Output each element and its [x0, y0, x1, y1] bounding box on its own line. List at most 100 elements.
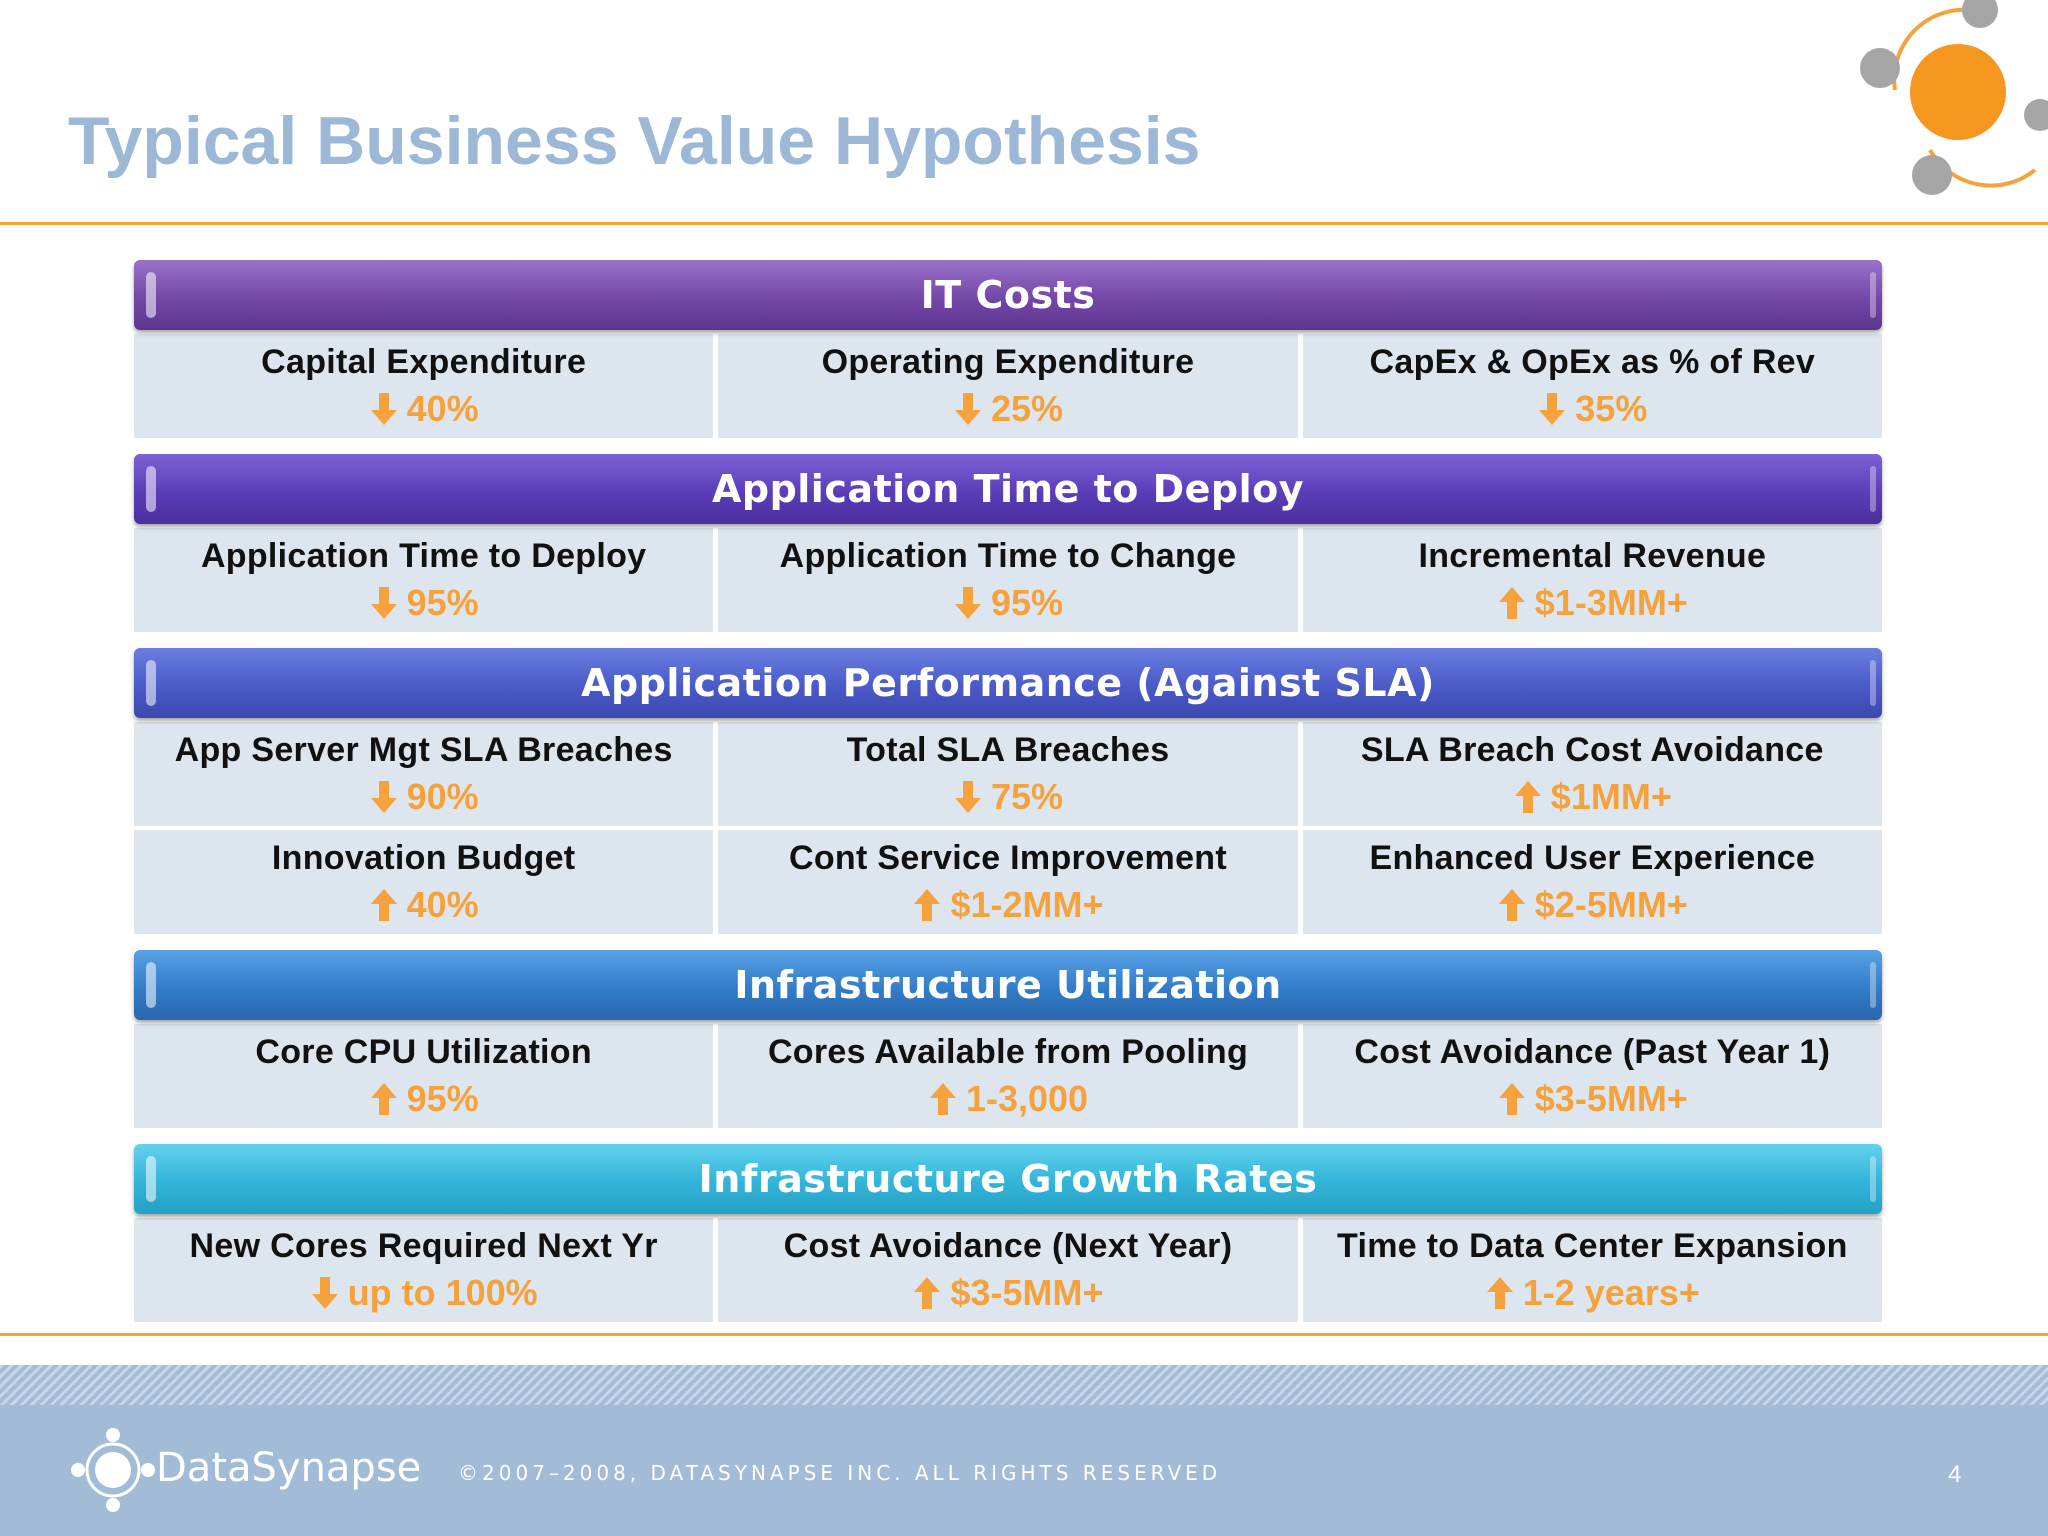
metric-cell: Cost Avoidance (Next Year) $3-5MM+ — [718, 1218, 1298, 1322]
brand-name: DataSynapse — [156, 1445, 422, 1491]
metric-value: $3-5MM+ — [912, 1272, 1104, 1314]
arrow-up-icon — [914, 1276, 941, 1309]
metric-cell: Application Time to Change 95% — [718, 528, 1298, 632]
datasynapse-logo-icon — [71, 1428, 155, 1512]
section-title: Infrastructure Growth Rates — [698, 1157, 1318, 1201]
metric-cell: App Server Mgt SLA Breaches 90% — [134, 722, 714, 826]
section-infra-growth: Infrastructure Growth Rates New Cores Re… — [134, 1144, 1882, 1322]
metric-cell: Enhanced User Experience $2-5MM+ — [1302, 830, 1882, 934]
metric-value: $1MM+ — [1513, 776, 1672, 818]
metric-label: Cost Avoidance (Next Year) — [783, 1226, 1233, 1265]
metric-label: Incremental Revenue — [1418, 536, 1767, 575]
metric-row: Capital Expenditure 40% Operating Expend… — [134, 334, 1882, 438]
metric-value: 95% — [369, 1078, 479, 1120]
metric-row: Core CPU Utilization 95% Cores Available… — [134, 1024, 1882, 1128]
section-header: Infrastructure Growth Rates — [134, 1144, 1882, 1214]
section-infra-utilization: Infrastructure Utilization Core CPU Util… — [134, 950, 1882, 1128]
metric-value: 35% — [1537, 388, 1647, 430]
metric-row: Application Time to Deploy 95% Applicati… — [134, 528, 1882, 632]
arrow-down-icon — [370, 586, 397, 619]
page-number: 4 — [1948, 1461, 1962, 1488]
bottom-divider — [0, 1333, 2048, 1336]
metric-label: Innovation Budget — [271, 838, 576, 877]
metric-label: Application Time to Deploy — [200, 536, 647, 575]
metric-value: 95% — [369, 582, 479, 624]
metric-cell: New Cores Required Next Yr up to 100% — [134, 1218, 714, 1322]
arrow-up-icon — [1498, 1082, 1525, 1115]
arrow-up-icon — [1486, 1276, 1513, 1309]
metric-cell: Cont Service Improvement $1-2MM+ — [718, 830, 1298, 934]
footer-pattern — [0, 1365, 2048, 1405]
metric-cell: Innovation Budget 40% — [134, 830, 714, 934]
metric-label: Capital Expenditure — [261, 342, 587, 381]
metric-value: 40% — [369, 388, 479, 430]
metric-label: SLA Breach Cost Avoidance — [1360, 730, 1824, 769]
arrow-up-icon — [1498, 586, 1525, 619]
section-title: Application Time to Deploy — [711, 467, 1305, 511]
arrow-down-icon — [1539, 392, 1566, 425]
metric-row: App Server Mgt SLA Breaches 90% Total SL… — [134, 722, 1882, 826]
metric-label: Time to Data Center Expansion — [1337, 1226, 1848, 1265]
metric-cell: SLA Breach Cost Avoidance $1MM+ — [1302, 722, 1882, 826]
metric-cell: Operating Expenditure 25% — [718, 334, 1298, 438]
metric-row: Innovation Budget 40% Cont Service Impro… — [134, 830, 1882, 934]
arrow-up-icon — [1514, 780, 1541, 813]
slide-title: Typical Business Value Hypothesis — [68, 103, 1201, 179]
arrow-up-icon — [914, 888, 941, 921]
copyright-notice: ©2007–2008, DATASYNAPSE INC. ALL RIGHTS … — [458, 1461, 1222, 1485]
metric-label: New Cores Required Next Yr — [189, 1226, 658, 1265]
arrow-down-icon — [954, 780, 981, 813]
metric-label: Enhanced User Experience — [1369, 838, 1816, 877]
sun-logo-icon — [1860, 0, 2048, 195]
metric-value: $1-3MM+ — [1497, 582, 1688, 624]
arrow-up-icon — [929, 1082, 956, 1115]
top-divider — [0, 222, 2048, 225]
arrow-down-icon — [311, 1276, 338, 1309]
metric-value: 95% — [953, 582, 1063, 624]
metric-label: Total SLA Breaches — [846, 730, 1170, 769]
arrow-up-icon — [370, 888, 397, 921]
metric-value: $3-5MM+ — [1497, 1078, 1688, 1120]
section-title: Application Performance (Against SLA) — [581, 661, 1435, 705]
metric-value: 40% — [369, 884, 479, 926]
metric-value: 25% — [953, 388, 1063, 430]
metric-value: $1-2MM+ — [912, 884, 1104, 926]
metric-cell: Total SLA Breaches 75% — [718, 722, 1298, 826]
metric-cell: Cores Available from Pooling 1-3,000 — [718, 1024, 1298, 1128]
metric-label: Cost Avoidance (Past Year 1) — [1354, 1032, 1831, 1071]
arrow-down-icon — [954, 392, 981, 425]
metric-label: Cont Service Improvement — [788, 838, 1227, 877]
arrow-up-icon — [1498, 888, 1525, 921]
metric-cell: Application Time to Deploy 95% — [134, 528, 714, 632]
metric-cell: CapEx & OpEx as % of Rev 35% — [1302, 334, 1882, 438]
metric-cell: Incremental Revenue $1-3MM+ — [1302, 528, 1882, 632]
metric-label: Core CPU Utilization — [255, 1032, 592, 1071]
section-title: IT Costs — [920, 273, 1096, 317]
section-header: IT Costs — [134, 260, 1882, 330]
arrow-down-icon — [370, 780, 397, 813]
section-it-costs: IT Costs Capital Expenditure 40% Operati… — [134, 260, 1882, 438]
footer: DataSynapse ©2007–2008, DATASYNAPSE INC.… — [0, 1365, 2048, 1536]
metric-cell: Capital Expenditure 40% — [134, 334, 714, 438]
arrow-down-icon — [370, 392, 397, 425]
section-header: Infrastructure Utilization — [134, 950, 1882, 1020]
section-header: Application Performance (Against SLA) — [134, 648, 1882, 718]
section-title: Infrastructure Utilization — [734, 963, 1282, 1007]
metric-label: App Server Mgt SLA Breaches — [174, 730, 673, 769]
arrow-down-icon — [954, 586, 981, 619]
metric-value: 1-3,000 — [928, 1078, 1088, 1120]
metric-value: 75% — [953, 776, 1063, 818]
metric-cell: Core CPU Utilization 95% — [134, 1024, 714, 1128]
metric-label: Operating Expenditure — [821, 342, 1195, 381]
metric-label: Cores Available from Pooling — [767, 1032, 1249, 1071]
metric-value: up to 100% — [310, 1272, 538, 1314]
section-header: Application Time to Deploy — [134, 454, 1882, 524]
metric-value: 1-2 years+ — [1485, 1272, 1700, 1314]
metric-row: New Cores Required Next Yr up to 100% Co… — [134, 1218, 1882, 1322]
value-board: IT Costs Capital Expenditure 40% Operati… — [134, 244, 1882, 1322]
metric-cell: Time to Data Center Expansion 1-2 years+ — [1302, 1218, 1882, 1322]
metric-cell: Cost Avoidance (Past Year 1) $3-5MM+ — [1302, 1024, 1882, 1128]
arrow-up-icon — [370, 1082, 397, 1115]
section-app-time-to-deploy: Application Time to Deploy Application T… — [134, 454, 1882, 632]
metric-label: Application Time to Change — [779, 536, 1237, 575]
